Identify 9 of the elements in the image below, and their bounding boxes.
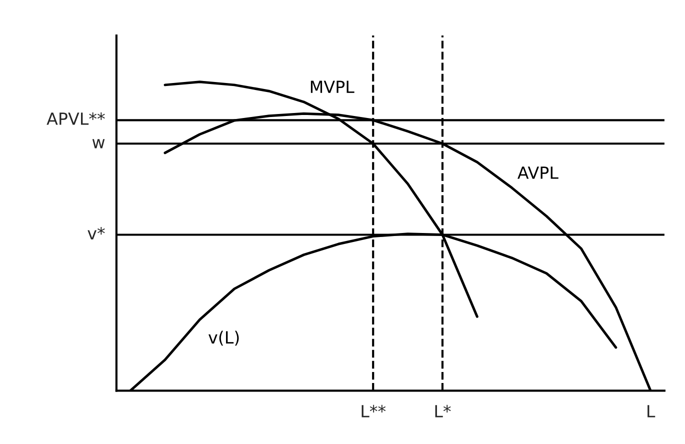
series-label: MVPL — [310, 80, 354, 93]
series-label: AVPL — [518, 166, 558, 179]
x-tick-label: L — [648, 405, 656, 418]
series-label: v(L) — [208, 330, 239, 346]
x-tick-label: L* — [435, 404, 451, 418]
ref-line-label: w — [92, 139, 105, 148]
x-tick-label: L** — [362, 404, 386, 418]
ref-line-label: v* — [88, 226, 105, 240]
ref-line-label: APVL** — [46, 112, 105, 125]
